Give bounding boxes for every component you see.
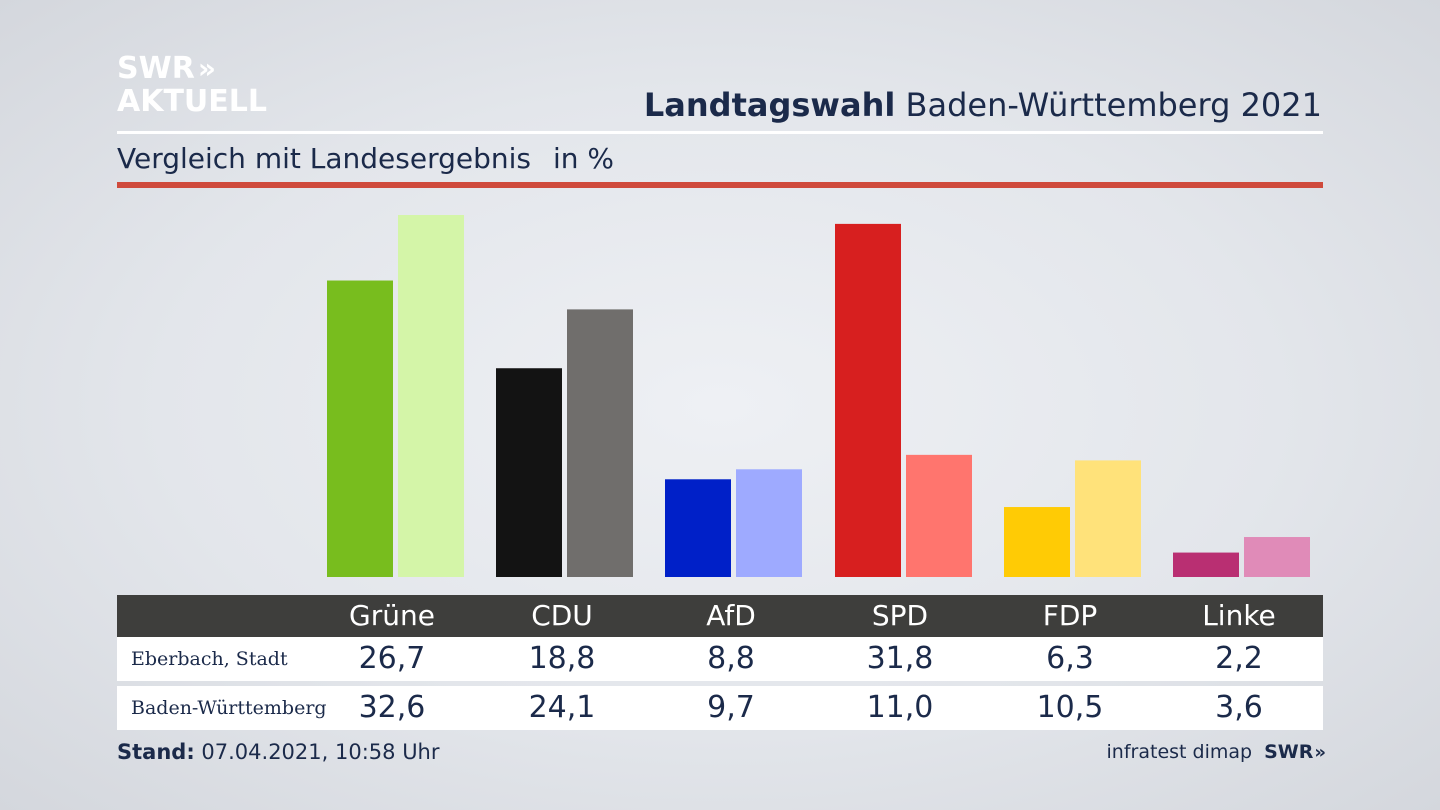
stand-value: 07.04.2021, 10:58 Uhr <box>201 740 440 764</box>
stand-label: Stand: <box>117 740 195 764</box>
table-header-row: Grüne CDU AfD SPD FDP Linke <box>117 595 1323 637</box>
value-cell-0-5: 2,2 <box>1215 641 1263 676</box>
column-header-3: SPD <box>871 599 929 632</box>
bar-grne-local <box>327 280 393 577</box>
subtitle-text: Vergleich mit Landesergebnis <box>117 142 531 175</box>
source-credit: infratest dimap SWR» <box>1106 741 1326 763</box>
bar-afd-local <box>665 479 731 577</box>
title-rest: Baden-Württemberg 2021 <box>905 86 1323 124</box>
title-bold: Landtagswahl <box>643 86 896 124</box>
value-cell-0-4: 6,3 <box>1046 641 1094 676</box>
bar-cdu-state <box>567 309 633 577</box>
column-header-5: Linke <box>1202 599 1276 632</box>
chart-subtitle: Vergleich mit Landesergebnis in % <box>117 142 614 175</box>
swr-aktuell-logo: SWR» AKTUELL <box>117 54 267 117</box>
value-cell-1-2: 9,7 <box>707 690 755 725</box>
value-cell-1-3: 11,0 <box>866 690 934 725</box>
bar-linke-state <box>1244 537 1310 577</box>
value-cell-0-0: 26,7 <box>358 641 426 676</box>
logo-swr-text: SWR <box>117 51 195 86</box>
page-title: Landtagswahl Baden-Württemberg 2021 <box>644 86 1322 124</box>
value-cell-0-2: 8,8 <box>707 641 755 676</box>
column-header-2: AfD <box>706 599 756 632</box>
value-cell-0-1: 18,8 <box>528 641 596 676</box>
bar-grne-state <box>398 215 464 577</box>
value-cell-1-0: 32,6 <box>358 690 426 725</box>
bar-spd-local <box>835 223 901 578</box>
value-cell-1-4: 10,5 <box>1036 690 1104 725</box>
bar-fdp-state <box>1075 460 1141 577</box>
table-row-local: Eberbach, Stadt 26,7 18,8 8,8 31,8 6,3 2,2 <box>117 637 1323 681</box>
timestamp: Stand: 07.04.2021, 10:58 Uhr <box>117 740 440 764</box>
bar-spd-state <box>906 454 972 577</box>
value-cell-0-3: 31,8 <box>866 641 934 676</box>
bar-linke-local <box>1173 552 1239 577</box>
column-header-4: FDP <box>1042 599 1098 632</box>
bar-afd-state <box>736 469 802 577</box>
accent-divider <box>117 182 1323 188</box>
column-header-1: CDU <box>531 599 593 632</box>
row-label-local: Eberbach, Stadt <box>131 648 288 670</box>
logo-aktuell-text: AKTUELL <box>117 84 268 119</box>
bar-fdp-local <box>1004 507 1070 577</box>
value-cell-1-1: 24,1 <box>528 690 596 725</box>
row-label-state: Baden-Württemberg <box>131 697 327 719</box>
footer-chevron-icon: » <box>1314 741 1325 763</box>
source-name: infratest dimap <box>1106 741 1253 763</box>
column-header-0: Grüne <box>349 599 435 632</box>
logo-swr: SWR» <box>117 54 267 84</box>
footer-swr-logo: SWR <box>1264 741 1314 763</box>
title-divider <box>117 131 1323 134</box>
value-cell-1-5: 3,6 <box>1215 690 1263 725</box>
bar-cdu-local <box>496 368 562 577</box>
unit-label: in % <box>552 142 615 175</box>
table-row-state: Baden-Württemberg 32,6 24,1 9,7 11,0 10,5 3,6 <box>117 686 1323 730</box>
